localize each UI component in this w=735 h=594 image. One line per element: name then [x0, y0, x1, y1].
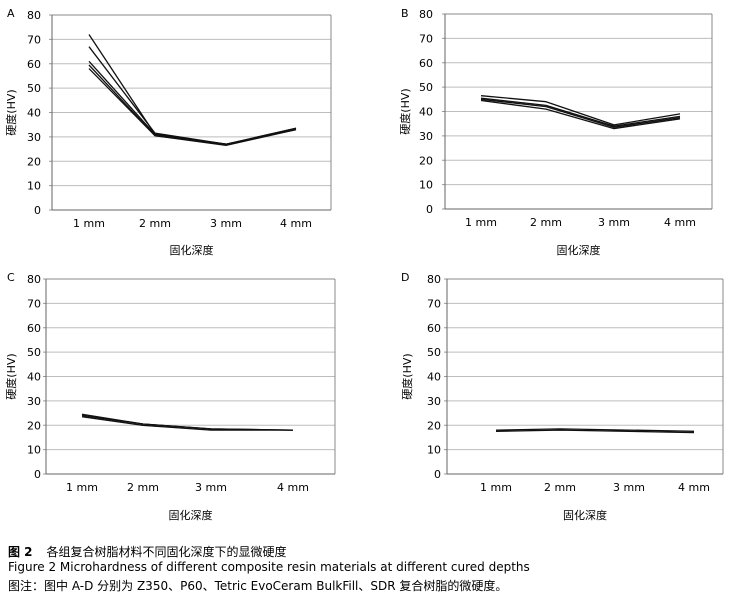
figure-note: 图注：图中 A-D 分别为 Z350、P60、Tetric EvoCeram B… [8, 579, 508, 593]
y-tick-label: 50 [27, 346, 41, 359]
y-tick-label: 60 [27, 58, 41, 71]
y-tick-label: 20 [427, 419, 441, 432]
x-axis-title: 固化深度 [557, 243, 601, 257]
panel-label: B [401, 7, 409, 20]
y-tick-label: 0 [434, 468, 441, 481]
panel-label: A [7, 7, 15, 20]
series-line [480, 99, 681, 130]
y-tick-label: 20 [419, 154, 433, 167]
y-tick-label: 80 [27, 9, 41, 22]
y-tick-label: 50 [427, 346, 441, 359]
x-tick-label: 1 mm [480, 481, 512, 494]
series-line [480, 95, 681, 126]
y-tick-label: 70 [27, 297, 41, 310]
y-tick-label: 50 [419, 81, 433, 94]
y-axis-title: 硬度(HV) [4, 353, 18, 399]
y-tick-label: 60 [27, 322, 41, 335]
x-axis-title: 固化深度 [170, 243, 214, 257]
y-tick-label: 10 [427, 444, 441, 457]
y-tick-label: 30 [427, 395, 441, 408]
x-tick-label: 1 mm [66, 481, 98, 494]
y-tick-label: 80 [27, 273, 41, 286]
y-tick-label: 20 [27, 155, 41, 168]
series-line [88, 60, 297, 145]
y-tick-label: 0 [34, 468, 41, 481]
series-line [81, 416, 293, 431]
x-tick-label: 2 mm [544, 481, 576, 494]
series-line [480, 97, 681, 127]
y-tick-label: 40 [27, 107, 41, 120]
y-tick-label: 30 [27, 131, 41, 144]
x-tick-label: 3 mm [195, 481, 227, 494]
x-tick-label: 3 mm [210, 217, 242, 230]
chart-panel-c: 0 10 20 30 40 50 60 70 80 1 mm 2 mm 3 mm 4 mm 固化深度 硬度(… [4, 271, 336, 522]
y-tick-label: 60 [419, 57, 433, 70]
y-axis-title: 硬度(HV) [4, 89, 18, 135]
y-tick-label: 50 [27, 82, 41, 95]
chart-panel-d: 0 10 20 30 40 50 60 70 80 1 mm 2 mm 3 mm 4 mm 固化深度 硬度(… [400, 271, 724, 522]
y-tick-label: 30 [27, 395, 41, 408]
y-tick-label: 20 [27, 419, 41, 432]
series-line [495, 429, 695, 434]
x-tick-label: 4 mm [277, 481, 309, 494]
chart-panel-b: 0 10 20 30 40 50 60 70 80 1 mm 2 mm 3 mm 4 mm 固化深度 硬度(… [398, 7, 713, 257]
series-line [88, 64, 297, 147]
x-tick-label: 4 mm [280, 217, 312, 230]
figure-caption-cn: 图 2 各组复合树脂材料不同固化深度下的显微硬度 [8, 543, 287, 560]
figure-title-cn: 各组复合树脂材料不同固化深度下的显微硬度 [46, 545, 287, 559]
figure-number: 图 2 [8, 545, 33, 559]
y-tick-label: 70 [27, 33, 41, 46]
series-line [480, 98, 681, 128]
y-tick-label: 80 [419, 8, 433, 21]
x-tick-label: 1 mm [465, 216, 497, 229]
panel-label: D [401, 271, 409, 284]
y-tick-label: 40 [27, 371, 41, 384]
panel-label: C [7, 271, 15, 284]
x-tick-label: 2 mm [530, 216, 562, 229]
y-tick-label: 40 [419, 106, 433, 119]
y-tick-label: 40 [427, 371, 441, 384]
series-line [88, 68, 297, 145]
x-axis-title: 固化深度 [169, 508, 213, 522]
series-line [88, 34, 297, 145]
x-tick-label: 4 mm [678, 481, 710, 494]
figure-caption-en: Figure 2 Microhardness of different comp… [8, 560, 530, 574]
y-tick-label: 80 [427, 273, 441, 286]
y-tick-label: 10 [419, 179, 433, 192]
x-tick-label: 3 mm [613, 481, 645, 494]
y-tick-label: 60 [427, 322, 441, 335]
x-tick-label: 1 mm [73, 217, 105, 230]
x-tick-label: 2 mm [127, 481, 159, 494]
y-tick-label: 70 [427, 297, 441, 310]
x-tick-label: 2 mm [139, 217, 171, 230]
x-axis-title: 固化深度 [563, 508, 607, 522]
y-axis-title: 硬度(HV) [400, 353, 414, 399]
y-tick-label: 70 [419, 32, 433, 45]
y-tick-label: 0 [34, 204, 41, 217]
x-tick-label: 4 mm [664, 216, 696, 229]
y-axis-title: 硬度(HV) [398, 88, 412, 134]
y-tick-label: 10 [27, 180, 41, 193]
series-line [495, 428, 695, 432]
chart-panel-a: 0 10 20 30 40 50 60 70 80 1 mm 2 mm 3 mm 4 mm 固化深度 硬度(… [4, 7, 332, 257]
y-tick-label: 10 [27, 444, 41, 457]
y-tick-label: 0 [426, 203, 433, 216]
y-tick-label: 30 [419, 130, 433, 143]
x-tick-label: 3 mm [598, 216, 630, 229]
